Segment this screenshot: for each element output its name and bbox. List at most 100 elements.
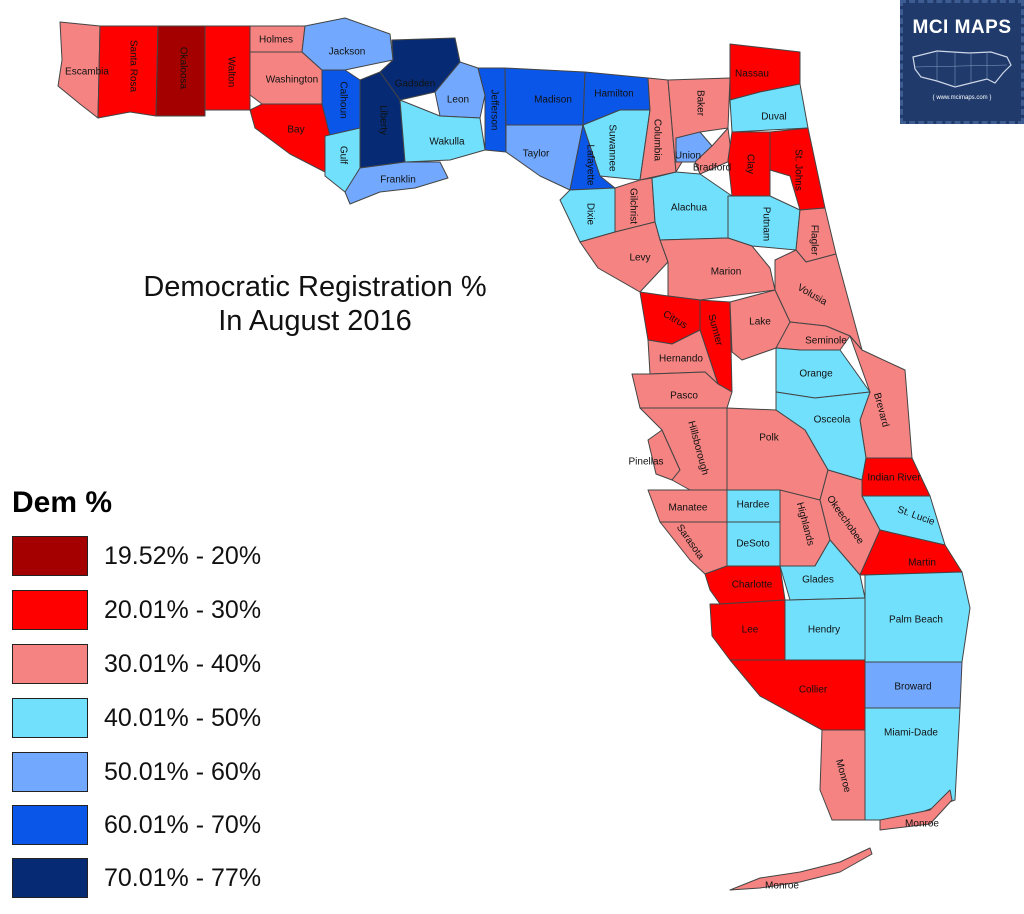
county-label: Putnam (760, 207, 771, 241)
county-label: Gilchrist (627, 188, 638, 224)
legend-swatch (12, 536, 88, 576)
county-label: Escambia (65, 67, 109, 78)
county-label: Alachua (671, 203, 708, 214)
county-label: Polk (759, 433, 779, 444)
county-label: Broward (894, 682, 931, 693)
county-label: Palm Beach (889, 615, 943, 626)
county-label: Santa Rosa (127, 40, 138, 93)
county-monroe (879, 789, 953, 831)
county-label: Hernando (659, 354, 703, 365)
county-label: Union (675, 151, 701, 162)
county-label: Leon (447, 95, 469, 106)
county-label: Pinellas (628, 457, 663, 468)
legend-item: 70.01% - 77% (12, 858, 261, 898)
legend-item: 40.01% - 50% (12, 698, 261, 738)
legend-swatch (12, 858, 88, 898)
county-label: Flagler (808, 225, 819, 256)
county-label: Hamilton (594, 89, 633, 100)
county-jackson (301, 17, 394, 71)
county-label: Hardee (737, 500, 770, 511)
county-label: Madison (534, 95, 572, 106)
county-label: Martin (908, 558, 936, 569)
legend-item: 50.01% - 60% (12, 752, 261, 792)
county-label: Osceola (814, 415, 851, 426)
county-label: Baker (694, 90, 705, 117)
county-label: Lake (749, 317, 771, 328)
county-label: Washington (266, 75, 318, 86)
legend-item: 60.01% - 70% (12, 805, 261, 845)
county-label: Bay (287, 125, 304, 136)
county-label: DeSoto (736, 539, 770, 550)
mci-maps-logo: MCI MAPS { www.mcimaps.com } (900, 0, 1024, 124)
county-label: Lafayette (584, 144, 595, 186)
county-jefferson (477, 67, 507, 153)
legend-item: 30.01% - 40% (12, 644, 261, 684)
map-title-line-2: In August 2016 (218, 305, 412, 337)
legend-swatch (12, 752, 88, 792)
logo-title: MCI MAPS (912, 17, 1012, 38)
map-title: Democratic Registration % In August 2016 (100, 270, 530, 338)
legend-label: 50.01% - 60% (104, 757, 262, 786)
legend-swatch (12, 644, 88, 684)
legend-item: 20.01% - 30% (12, 590, 261, 630)
county-label: Indian River (867, 473, 921, 484)
legend-swatch (12, 805, 88, 845)
county-label: Dixie (584, 203, 595, 226)
logo-url: { www.mcimaps.com } (932, 95, 992, 101)
county-label: Suwannee (606, 124, 617, 172)
county-wakulla (399, 99, 486, 163)
county-label: Monroe (765, 881, 799, 892)
legend-label: 60.01% - 70% (104, 810, 262, 839)
county-franklin (344, 161, 449, 205)
county-label: Manatee (669, 503, 708, 514)
county-label: Seminole (805, 336, 847, 347)
county-okaloosa (155, 25, 206, 117)
county-label: Charlotte (732, 580, 773, 591)
county-label: Walton (225, 57, 236, 88)
legend-label: 40.01% - 50% (104, 703, 262, 732)
county-label: Duval (761, 112, 787, 123)
legend-label: 30.01% - 40% (104, 649, 262, 678)
county-collier (729, 659, 866, 731)
county-duval (729, 83, 809, 133)
county-label: Nassau (735, 69, 769, 80)
county-label: Jefferson (488, 90, 499, 131)
legend-label: 70.01% - 77% (104, 863, 262, 892)
usa-outline-icon (912, 50, 1012, 88)
county-label: Marion (711, 267, 742, 278)
county-label: Collier (799, 685, 828, 696)
legend-swatch (12, 698, 88, 738)
county-label: Lee (742, 625, 759, 636)
county-monroe (729, 847, 873, 891)
county-label: Hendry (808, 625, 840, 636)
county-label: Miami-Dade (884, 728, 938, 739)
county-label: Levy (629, 253, 650, 264)
county-label: Columbia (651, 119, 662, 162)
county-label: Pasco (670, 391, 698, 402)
county-label: Jackson (329, 47, 366, 58)
county-palm-beach (864, 571, 971, 663)
legend-title: Dem % (12, 486, 113, 519)
county-label: Calhoun (337, 81, 348, 118)
county-label: Gadsden (395, 79, 436, 90)
county-label: Okaloosa (177, 47, 188, 90)
county-bay (249, 103, 331, 173)
county-label: Orange (799, 369, 833, 380)
county-label: St. Johns (792, 149, 803, 191)
county-label: Monroe (905, 819, 939, 830)
county-label: Holmes (259, 35, 293, 46)
county-label: Gulf (337, 146, 348, 165)
county-santa-rosa (97, 25, 159, 119)
map-title-line-1: Democratic Registration % (143, 271, 487, 303)
county-taylor (505, 124, 584, 191)
county-label: Franklin (380, 175, 416, 186)
county-label: Glades (802, 575, 834, 586)
county-label: Liberty (377, 105, 388, 135)
legend-label: 19.52% - 20% (104, 541, 262, 570)
county-label: Taylor (523, 149, 550, 160)
county-label: Bradford (693, 163, 731, 174)
legend-swatch (12, 590, 88, 630)
legend-item: 19.52% - 20% (12, 536, 261, 576)
county-label: Clay (744, 154, 755, 174)
